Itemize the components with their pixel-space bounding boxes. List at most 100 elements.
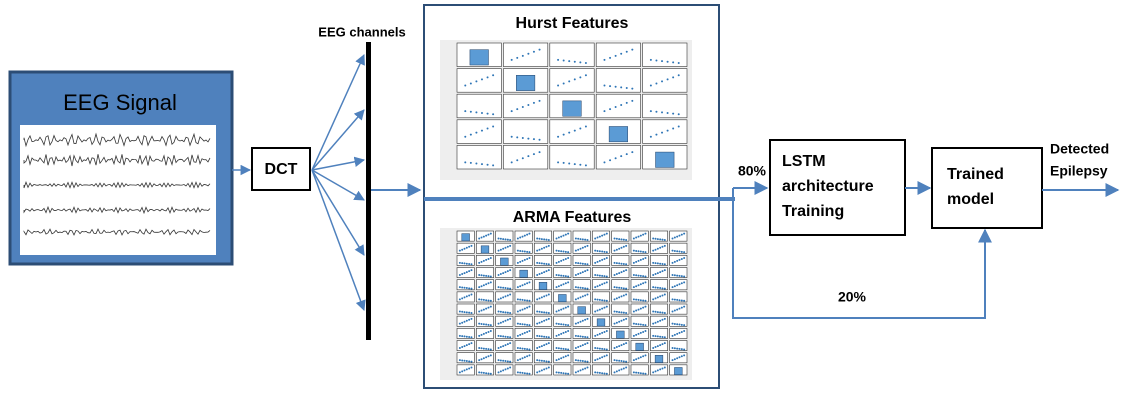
dot [659,320,661,322]
dot [556,250,558,252]
dot [659,311,661,313]
matrix-cell [496,365,513,375]
dot [674,334,676,336]
dot [526,331,528,333]
dot [606,251,608,253]
dot [672,250,674,252]
dot [606,233,608,235]
dot [582,368,584,370]
dot [519,299,521,301]
dot [485,324,487,326]
dot [672,323,674,325]
dot [545,294,547,296]
matrix-cell [476,304,493,314]
dot [507,367,509,369]
matrix-cell [457,292,474,302]
dot [582,295,584,297]
dot [575,347,577,349]
dot [623,270,625,272]
dot [574,61,576,63]
dot [635,274,637,276]
dot [683,281,685,283]
dot [597,285,599,287]
dot [609,159,611,161]
dot [642,331,644,333]
dot [470,342,472,344]
matrix-cell [496,292,513,302]
histogram [500,258,508,265]
matrix-cell [612,365,629,375]
matrix-cell [534,365,551,375]
dot [461,286,463,288]
dot [614,359,616,361]
dot [487,164,489,166]
matrix-cell [534,268,551,278]
dot [459,262,461,264]
dot [502,335,504,337]
dot [481,323,483,325]
dot [464,161,466,163]
dot [498,347,500,349]
dot [507,246,509,248]
dot [606,373,608,375]
dot [567,251,569,253]
dot [509,239,511,241]
dot [597,237,599,239]
dot [568,60,570,62]
dot [655,286,657,288]
dot [481,299,483,301]
matrix-cell [550,69,594,93]
dot [485,356,487,358]
dot [524,324,526,326]
dot [536,238,538,240]
dot [635,334,637,336]
dot [517,286,519,288]
dot [557,161,559,163]
dot [485,332,487,334]
dot [638,309,640,311]
dot [606,354,608,356]
dot [674,274,676,276]
dot [614,286,616,288]
dot [603,110,605,112]
dot [633,238,635,240]
dot [683,306,685,308]
dot [661,312,663,314]
dot [594,250,596,252]
dot [623,294,625,296]
dot [498,371,500,373]
dot [575,286,577,288]
dot [560,348,562,350]
dot [522,299,524,301]
dot [522,309,524,311]
dot [522,55,524,57]
dot [652,286,654,288]
dot [517,335,519,337]
dot [603,85,605,87]
dot [502,248,504,250]
dot [640,299,642,301]
channels-label: EEG channels [318,24,405,39]
dot [664,245,666,247]
dot [603,282,605,284]
dot [478,298,480,300]
dot [661,367,663,369]
dot [556,274,558,276]
matrix-cell [534,243,551,253]
dot [618,360,620,362]
matrix-cell [643,94,687,118]
dot [625,361,627,363]
dot [580,296,582,298]
dot [678,62,680,64]
dot [490,257,492,259]
dot [638,323,640,325]
dot [461,359,463,361]
dot [594,335,596,337]
dot [560,275,562,277]
dot [517,347,519,349]
dot [490,324,492,326]
dot [490,354,492,356]
dot [655,311,657,313]
dot [459,359,461,361]
dot [543,320,545,322]
